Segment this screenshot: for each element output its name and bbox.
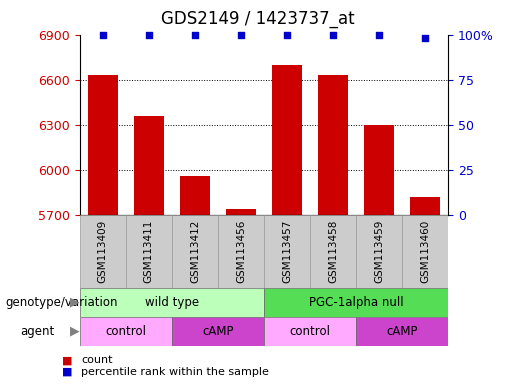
Text: cAMP: cAMP — [386, 325, 418, 338]
Text: ■: ■ — [62, 355, 72, 365]
Bar — [356, 215, 402, 288]
Point — [99, 31, 107, 38]
Text: ▶: ▶ — [70, 296, 79, 309]
Text: GSM113409: GSM113409 — [98, 220, 108, 283]
Text: cAMP: cAMP — [202, 325, 234, 338]
Text: GSM113457: GSM113457 — [282, 220, 292, 283]
Text: GSM113460: GSM113460 — [420, 220, 430, 283]
Bar — [134, 116, 164, 215]
Text: GSM113459: GSM113459 — [374, 220, 384, 283]
Text: PGC-1alpha null: PGC-1alpha null — [308, 296, 403, 309]
Bar — [264, 288, 448, 317]
Bar — [310, 215, 356, 288]
Text: ▶: ▶ — [70, 324, 79, 338]
Bar — [218, 215, 264, 288]
Bar — [180, 176, 210, 215]
Text: count: count — [81, 355, 113, 365]
Bar — [172, 215, 218, 288]
Bar — [80, 215, 126, 288]
Text: genotype/variation: genotype/variation — [5, 296, 117, 309]
Bar — [88, 75, 118, 215]
Text: wild type: wild type — [145, 296, 199, 309]
Point — [237, 31, 245, 38]
Text: GDS2149 / 1423737_at: GDS2149 / 1423737_at — [161, 10, 354, 28]
Point — [283, 31, 291, 38]
Bar — [356, 317, 448, 346]
Text: GSM113458: GSM113458 — [328, 220, 338, 283]
Bar — [410, 197, 440, 215]
Text: control: control — [289, 325, 331, 338]
Bar — [264, 317, 356, 346]
Point — [145, 31, 153, 38]
Point — [421, 35, 429, 41]
Point — [329, 31, 337, 38]
Text: GSM113456: GSM113456 — [236, 220, 246, 283]
Text: agent: agent — [21, 324, 55, 338]
Point — [375, 31, 383, 38]
Text: ■: ■ — [62, 367, 72, 377]
Text: control: control — [106, 325, 146, 338]
Bar — [80, 288, 264, 317]
Text: percentile rank within the sample: percentile rank within the sample — [81, 367, 269, 377]
Bar — [272, 65, 302, 215]
Bar — [126, 215, 172, 288]
Text: GSM113412: GSM113412 — [190, 220, 200, 283]
Bar — [364, 125, 394, 215]
Bar — [80, 317, 172, 346]
Bar — [226, 209, 256, 215]
Bar — [402, 215, 448, 288]
Bar — [264, 215, 310, 288]
Point — [191, 31, 199, 38]
Text: GSM113411: GSM113411 — [144, 220, 154, 283]
Bar — [318, 75, 348, 215]
Bar — [172, 317, 264, 346]
